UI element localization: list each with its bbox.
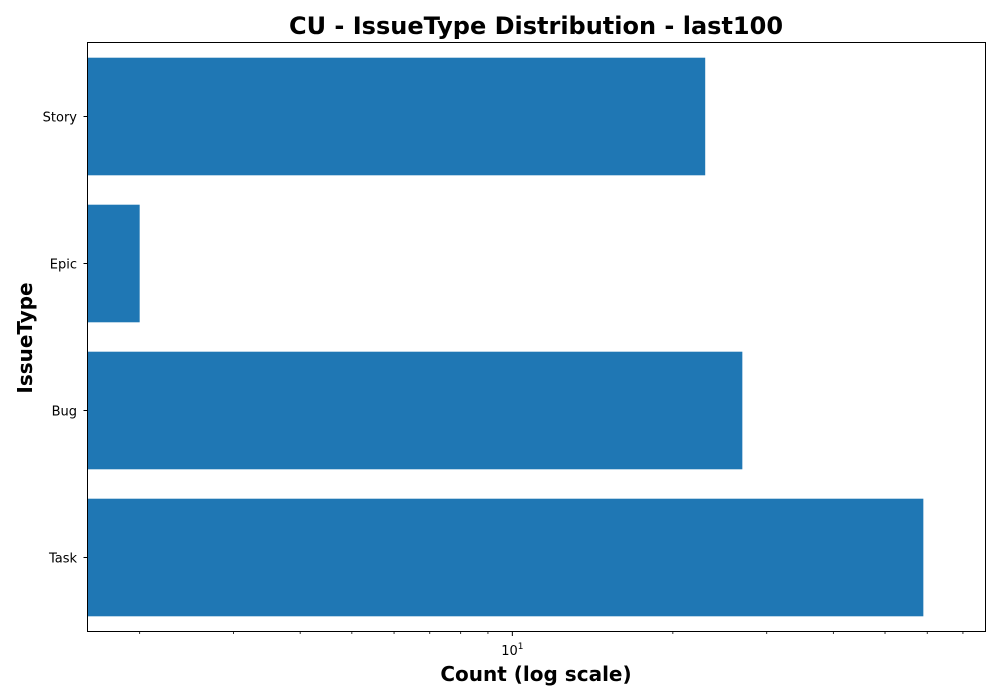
x-ticks: 101 [139,631,964,659]
bar-bug [88,351,743,470]
bars [88,57,924,617]
x-tick-label: 101 [501,642,523,659]
chart-title: CU - IssueType Distribution - last100 [289,12,783,40]
y-axis-label: IssueType [13,282,37,393]
y-tick-label-story: Story [43,111,78,126]
x-axis-label: Count (log scale) [440,662,631,686]
y-ticks: Task Bug Epic Story [43,111,88,567]
plot-frame [87,42,986,632]
bar-story [88,57,706,176]
bar-task [88,498,924,617]
bar-epic [88,204,140,323]
y-tick-label-bug: Bug [52,405,77,420]
y-tick-label-epic: Epic [50,258,77,273]
y-tick-label-task: Task [48,552,78,567]
